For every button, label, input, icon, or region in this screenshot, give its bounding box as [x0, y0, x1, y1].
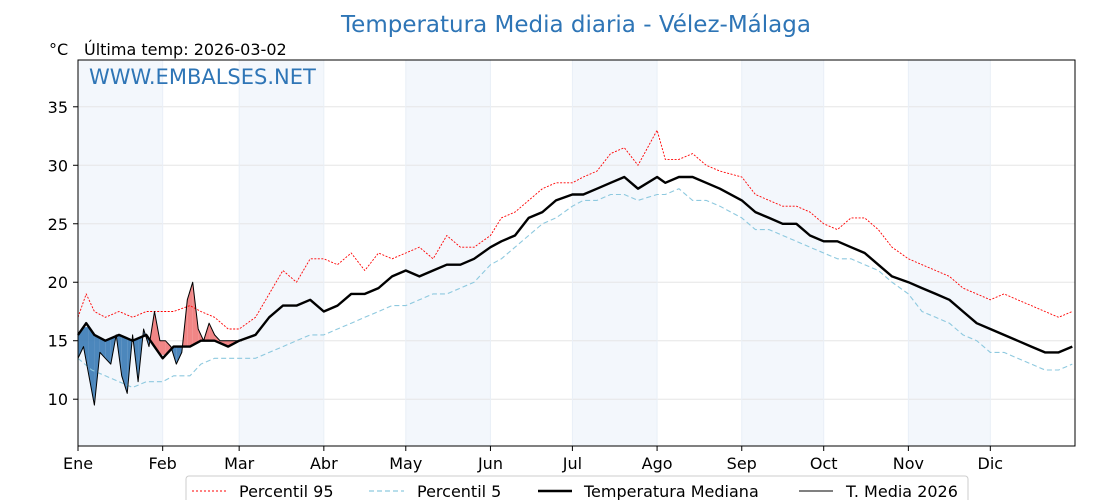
anomaly-cold-fill: [105, 338, 111, 365]
y-tick-label: 10: [48, 390, 68, 409]
legend-p95-label: Percentil 95: [239, 482, 334, 500]
month-band: [908, 60, 991, 446]
x-tick-label: Nov: [893, 454, 924, 473]
legend-2026-label: T. Media 2026: [845, 482, 958, 500]
y-tick-label: 25: [48, 215, 68, 234]
legend-p5-label: Percentil 5: [417, 482, 501, 500]
x-tick-label: Ago: [642, 454, 673, 473]
anomaly-cold-fill: [176, 346, 182, 365]
anomaly-warm-fill: [159, 340, 166, 356]
anomaly-warm-fill: [165, 340, 171, 356]
series-line-percentil-5: [77, 188, 1073, 389]
legend: Percentil 95 Percentil 5 Temperatura Med…: [185, 475, 969, 500]
x-tick-label: Dic: [978, 454, 1004, 473]
anomaly-cold-fill: [88, 327, 95, 406]
anomaly-warm-fill: [209, 323, 215, 341]
anomaly-warm-fill: [154, 311, 160, 355]
y-tick-label: 30: [48, 156, 68, 175]
x-tick-label: Oct: [810, 454, 838, 473]
x-tick-label: Feb: [149, 454, 177, 473]
watermark: WWW.EMBALSES.NET: [89, 65, 316, 89]
month-band: [405, 60, 491, 446]
x-tick-label: Abr: [310, 454, 338, 473]
x-tick-label: Jul: [562, 454, 582, 473]
series-line-temperatura-mediana: [77, 175, 1073, 360]
month-band: [572, 60, 658, 446]
legend-box: [185, 475, 969, 500]
x-tick-label: May: [389, 454, 422, 473]
anomaly-warm-fill: [187, 282, 193, 347]
x-tick-label: Ene: [63, 454, 93, 473]
plot-area: 10 15 20 25 30 35 Ene Feb Mar Abr May Jun Jul Ago Sep O…: [48, 59, 1076, 473]
plot-frame: [77, 59, 1076, 447]
y-tick-label: 20: [48, 273, 68, 292]
y-tick-label: 15: [48, 332, 68, 351]
series-line-t-media-2026: [77, 281, 242, 406]
x-tick-label: Jun: [477, 454, 503, 473]
month-band: [239, 60, 324, 446]
y-tick-label: 35: [48, 98, 68, 117]
anomaly-warm-fill: [225, 340, 231, 346]
x-tick-label: Sep: [727, 454, 757, 473]
chart-title: Temperatura Media diaria - Vélez-Málaga: [340, 12, 811, 38]
series-line-percentil-95: [77, 129, 1073, 330]
legend-mediana-label: Temperatura Mediana: [583, 482, 759, 500]
month-band: [741, 60, 824, 446]
x-tick-label: Mar: [224, 454, 255, 473]
last-temp-label: Última temp: 2026-03-02: [84, 40, 287, 59]
unit-label: °C: [49, 40, 68, 59]
anomaly-cold-fill: [83, 327, 89, 376]
